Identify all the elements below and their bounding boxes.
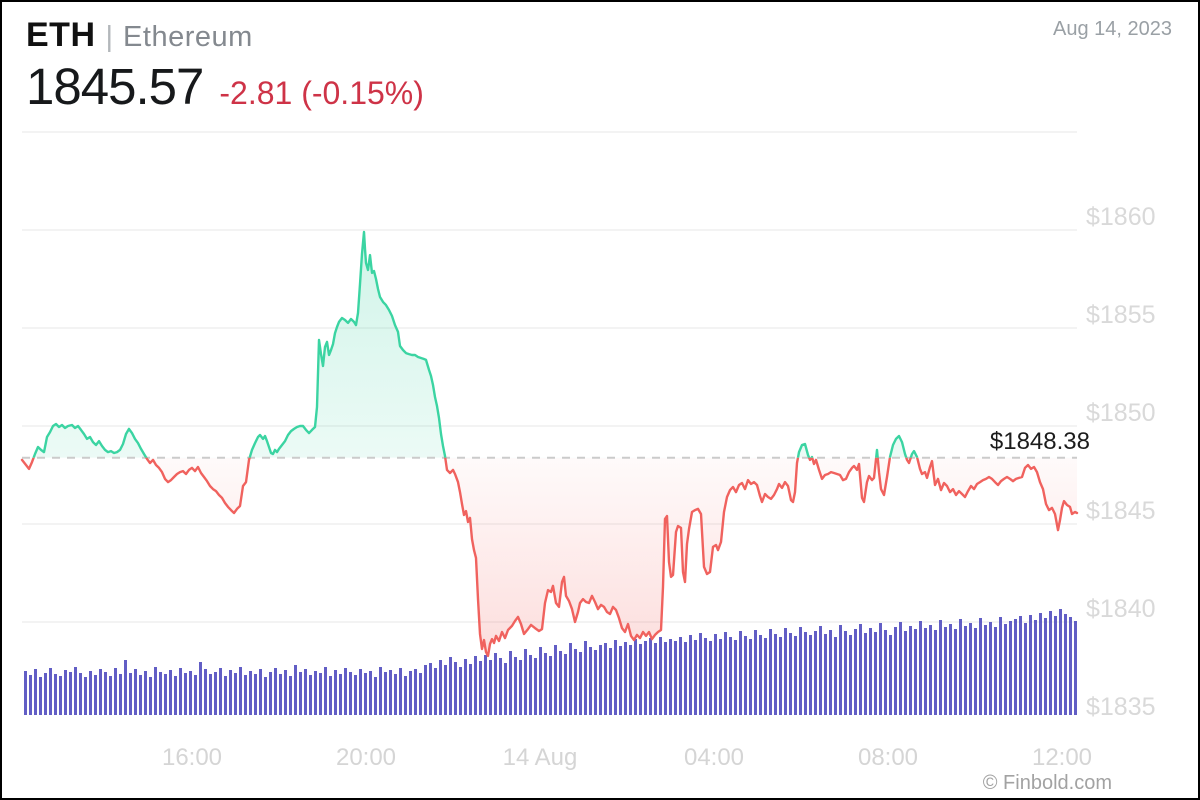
asset-symbol: ETH <box>26 16 96 54</box>
area-fill-below-baseline <box>22 457 1077 656</box>
chart-date: Aug 14, 2023 <box>1053 18 1172 40</box>
price-line-up-segment <box>32 230 919 458</box>
gridlines <box>22 131 1077 623</box>
price-line-down-segment <box>20 457 1079 658</box>
asset-name: Ethereum <box>123 21 253 53</box>
title-row: ETH | Ethereum <box>26 16 424 55</box>
finbold-attribution: © Finbold.com <box>982 772 1112 794</box>
chart-header: ETH | Ethereum 1845.57 -2.81 (-0.15%) <box>26 16 424 116</box>
price-change: -2.81 (-0.15%) <box>219 75 424 111</box>
previous-close-label: $1848.38 <box>989 428 1090 455</box>
price-row: 1845.57 -2.81 (-0.15%) <box>26 57 424 116</box>
title-separator: | <box>105 21 114 53</box>
current-price: 1845.57 <box>26 58 204 115</box>
volume-bars <box>24 609 1077 715</box>
